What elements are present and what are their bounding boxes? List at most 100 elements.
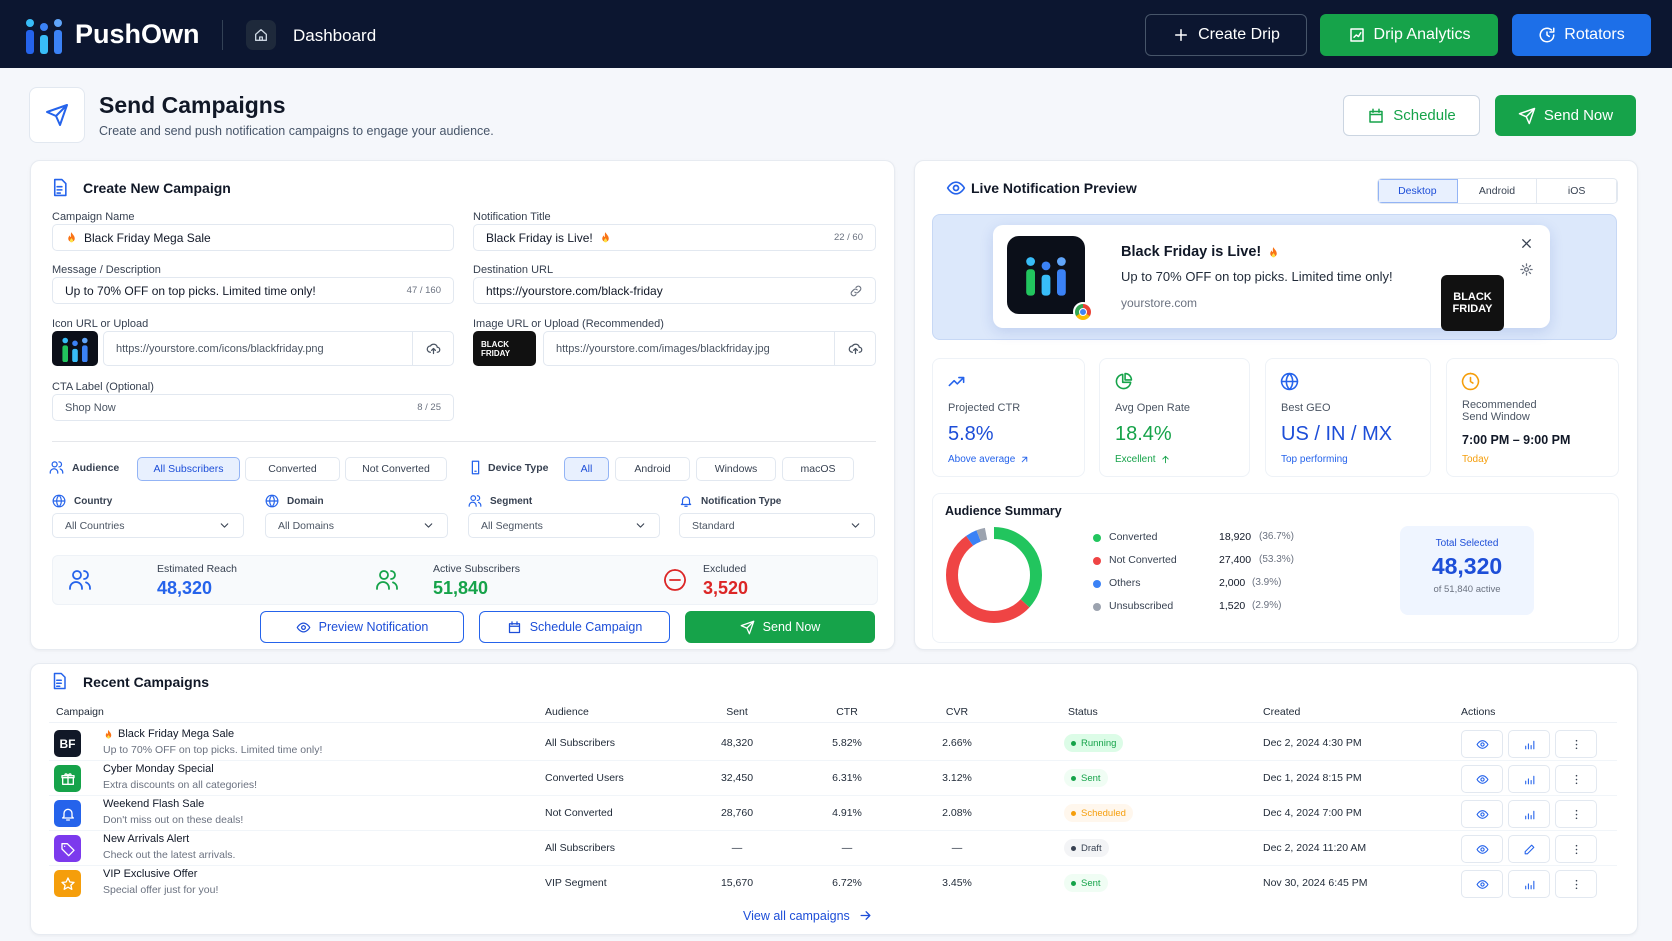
action-button[interactable] (1555, 765, 1597, 793)
device-tab[interactable]: Desktop (1378, 179, 1458, 203)
flame-icon (105, 729, 112, 739)
icon-path (1524, 880, 1534, 889)
icon (1280, 372, 1299, 391)
text-input[interactable]: Black Friday Mega Sale (52, 224, 454, 251)
group-label: Audience (72, 462, 120, 474)
action-button[interactable] (1555, 800, 1597, 828)
form-button[interactable]: Schedule Campaign (479, 611, 670, 643)
action-button[interactable] (1461, 835, 1503, 863)
device-tab[interactable]: iOS (1537, 179, 1617, 203)
action-button[interactable] (1555, 730, 1597, 758)
icon-path (1476, 844, 1488, 854)
legend-name: Not Converted (1109, 554, 1177, 566)
flame-icon (1270, 246, 1277, 257)
action-button[interactable] (1555, 835, 1597, 863)
action-button[interactable] (1508, 835, 1550, 863)
action-button[interactable] (1555, 870, 1597, 898)
select[interactable]: All Domains (265, 513, 448, 538)
button-label: Send Now (762, 620, 821, 634)
metric-card: Best GEO US / IN / MX Top performing (1265, 358, 1431, 477)
status-pill: Draft (1064, 839, 1109, 857)
campaign-description: Special offer just for you! (103, 884, 219, 896)
select-value: Standard (692, 519, 735, 532)
form-button[interactable]: Preview Notification (260, 611, 464, 643)
metric-label: Projected CTR (948, 402, 1021, 414)
icon-path (60, 772, 75, 785)
header-button[interactable]: Create Drip (1145, 14, 1307, 56)
icon-path (53, 178, 67, 197)
icon (1115, 372, 1133, 390)
action-button[interactable] (1461, 870, 1503, 898)
metric-note-text: Today (1462, 454, 1489, 465)
action-button[interactable] (1508, 730, 1550, 758)
button-label: Schedule (1393, 107, 1456, 124)
icon (53, 672, 66, 690)
nav-dashboard[interactable]: Dashboard (293, 26, 377, 45)
cell-audience: All Subscribers (545, 737, 616, 749)
action-button[interactable] (1508, 765, 1550, 793)
view-all-link[interactable]: View all campaigns (743, 908, 873, 923)
select[interactable]: All Countries (52, 513, 244, 538)
action-button[interactable] (1461, 800, 1503, 828)
text-input[interactable]: https://yourstore.com/icons/blackfriday.… (103, 331, 454, 366)
cell-cvr: 2.66% (942, 737, 972, 749)
icon-path (1520, 263, 1533, 276)
toggle-option[interactable]: Not Converted (345, 457, 447, 481)
toggle-option[interactable]: Windows (696, 457, 776, 481)
upload-button[interactable] (412, 332, 453, 365)
schedule-button[interactable]: Schedule (1343, 95, 1480, 136)
icon (664, 569, 686, 591)
device-tab[interactable]: Android (1458, 179, 1538, 203)
icon (851, 523, 860, 528)
icon (1575, 844, 1577, 854)
icon (1161, 455, 1169, 464)
icon (1369, 108, 1383, 123)
text-input[interactable]: Up to 70% OFF on top picks. Limited time… (52, 277, 454, 304)
text-input[interactable]: https://yourstore.com/black-friday (473, 277, 876, 304)
icon (1575, 774, 1577, 784)
input-value: Black Friday Mega Sale (84, 230, 211, 245)
action-button[interactable] (1461, 765, 1503, 793)
select[interactable]: Standard (679, 513, 875, 538)
form-button[interactable]: Send Now (685, 611, 875, 643)
header-button[interactable]: Rotators (1512, 14, 1651, 56)
notification: Black Friday is Live! Up to 70% OFF on to… (993, 225, 1550, 331)
action-button[interactable] (1508, 800, 1550, 828)
toggle-option[interactable]: Android (615, 457, 690, 481)
icon (471, 460, 480, 475)
select[interactable]: All Segments (468, 513, 660, 538)
header-button[interactable]: Drip Analytics (1320, 14, 1498, 56)
campaign-name: Black Friday Mega Sale (118, 728, 235, 740)
action-button[interactable] (1508, 870, 1550, 898)
action-button[interactable] (1461, 730, 1503, 758)
icon (296, 622, 310, 632)
upload-button[interactable] (834, 332, 875, 365)
icon-path (46, 104, 68, 126)
notification-image: BLACK FRIDAY (1441, 275, 1504, 331)
icon-path (851, 523, 860, 528)
text-input[interactable]: https://yourstore.com/images/blackfriday… (543, 331, 876, 366)
toggle-option[interactable]: All (564, 457, 609, 481)
filter-label: Country (74, 496, 113, 507)
send-now-button[interactable]: Send Now (1495, 95, 1636, 136)
campaign-description: Up to 70% OFF on top picks. Limited time… (103, 744, 323, 756)
toggle-option[interactable]: macOS (782, 457, 854, 481)
icon-path (1349, 28, 1364, 42)
metric-value: 7:00 PM – 9:00 PM (1462, 433, 1571, 447)
text-input[interactable]: Shop Now 8 / 25 (52, 394, 454, 421)
campaign-description: Don't miss out on these deals! (103, 814, 244, 826)
toggle-option[interactable]: All Subscribers (137, 457, 240, 481)
text-input[interactable]: Black Friday is Live! 22 / 60 (473, 224, 876, 251)
icon-path (1524, 810, 1534, 819)
legend-count: 2,000 (1219, 577, 1246, 589)
cell-audience: All Subscribers (545, 842, 616, 854)
icon (61, 808, 74, 821)
legend-count: 18,920 (1219, 531, 1252, 543)
icon-path (1022, 456, 1028, 463)
icon-path (1476, 809, 1488, 819)
filter-label: Notification Type (701, 496, 782, 507)
icon (1524, 880, 1534, 889)
icon-path (636, 523, 645, 528)
toggle-option[interactable]: Converted (245, 457, 340, 481)
